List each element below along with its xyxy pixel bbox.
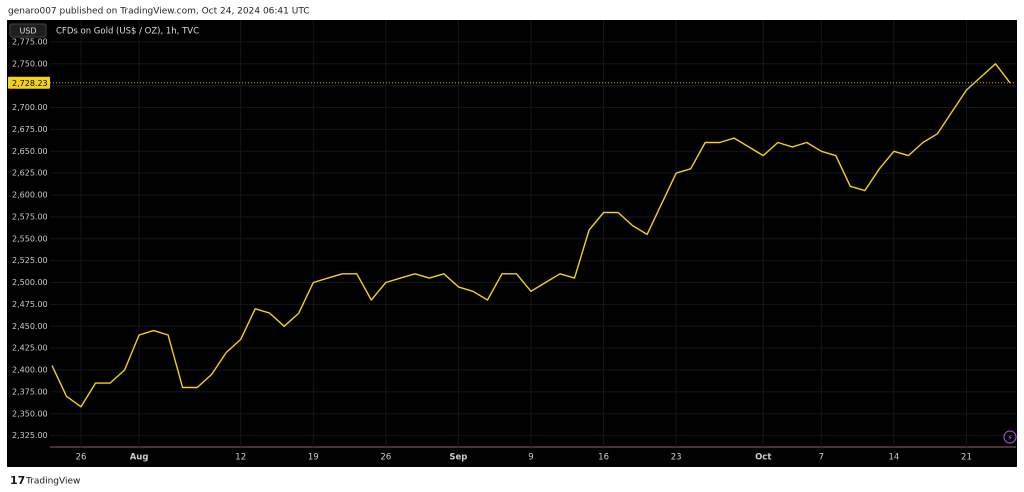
x-tick-label: Oct	[755, 453, 771, 463]
y-tick-label: 2,600.00	[12, 191, 48, 200]
y-tick-label: 2,450.00	[12, 322, 48, 331]
y-tick-label: 2,350.00	[12, 409, 48, 418]
y-tick-label: 2,775.00	[12, 37, 48, 46]
currency-badge[interactable]	[9, 23, 47, 38]
x-tick-label: Aug	[130, 453, 149, 463]
flash-icon-glyph: ⚡	[1007, 434, 1013, 443]
footer-brand: TradingView	[25, 477, 80, 487]
y-tick-label: 2,750.00	[12, 59, 48, 68]
y-tick-label: 2,525.00	[12, 256, 48, 265]
last-price-label: 2,728.23	[12, 79, 48, 88]
y-tick-label: 2,575.00	[12, 212, 48, 221]
x-tick-label: 26	[380, 453, 391, 463]
x-tick-label: 16	[598, 453, 609, 463]
x-tick-label: 19	[308, 453, 319, 463]
chart-background	[7, 20, 1017, 467]
y-tick-label: 2,550.00	[12, 234, 48, 243]
x-tick-label: 9	[528, 453, 533, 463]
y-tick-label: 2,375.00	[12, 387, 48, 396]
y-tick-label: 2,625.00	[12, 169, 48, 178]
x-tick-label: 21	[961, 453, 972, 463]
y-tick-label: 2,650.00	[12, 147, 48, 156]
x-tick-label: 23	[671, 453, 682, 463]
y-tick-label: 2,475.00	[12, 300, 48, 309]
x-tick-label: 14	[888, 453, 899, 463]
flash-icon[interactable]	[1003, 430, 1017, 444]
x-tick-label: Sep	[449, 453, 467, 463]
y-tick-label: 2,500.00	[12, 278, 48, 287]
x-tick-label: 12	[235, 453, 246, 463]
y-tick-label: 2,325.00	[12, 431, 48, 440]
publish-note: genaro007 published on TradingView.com, …	[8, 7, 310, 17]
price-line	[51, 63, 1011, 408]
x-tick-label: 26	[76, 453, 87, 463]
x-tick-label: 7	[819, 453, 824, 463]
chart-title: CFDs on Gold (US$ / OZ), 1h, TVC	[56, 27, 199, 37]
y-tick-label: 2,425.00	[12, 344, 48, 353]
currency: USD	[19, 27, 36, 36]
footer-logo: 17	[10, 474, 25, 487]
last-price-badge	[8, 76, 50, 89]
y-tick-label: 2,400.00	[12, 366, 48, 375]
plot-area	[50, 20, 1016, 447]
y-tick-label: 2,700.00	[12, 103, 48, 112]
y-tick-label: 2,675.00	[12, 125, 48, 134]
